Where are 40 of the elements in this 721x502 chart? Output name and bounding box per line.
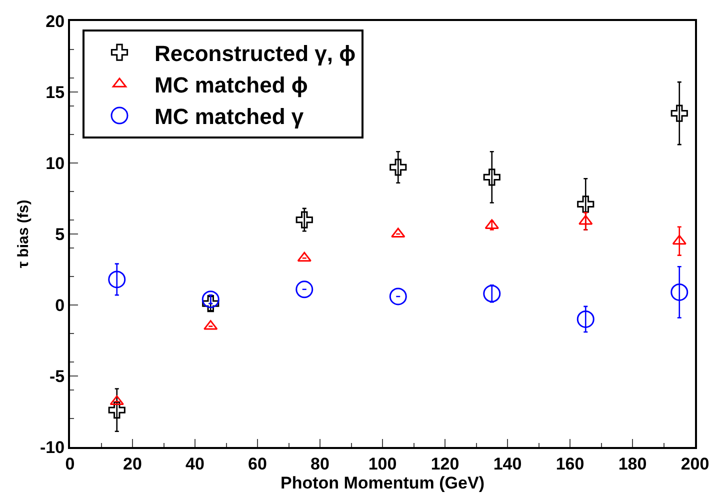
y-tick-label: 10 — [46, 154, 65, 173]
point — [578, 214, 593, 225]
x-tick-label: 20 — [123, 454, 142, 474]
point — [576, 310, 594, 328]
point — [296, 280, 314, 298]
y-tick-label: -5 — [49, 366, 65, 386]
point — [202, 295, 220, 312]
point — [296, 211, 313, 228]
point — [297, 252, 312, 262]
x-tick-label: 100 — [368, 454, 397, 474]
point — [483, 168, 500, 186]
x-tick-label: 180 — [618, 454, 647, 474]
point — [202, 290, 220, 308]
legend-label: MC matched ϕ — [154, 72, 308, 98]
x-tick-label: 160 — [556, 454, 584, 474]
x-tick-label: 200 — [680, 454, 710, 474]
point — [108, 270, 126, 288]
point — [672, 234, 686, 245]
legend-label: Reconstructed γ, ϕ — [154, 40, 356, 66]
y-tick-label: -10 — [40, 438, 65, 457]
y-tick-label: 20 — [46, 12, 65, 31]
y-tick-label: 15 — [46, 82, 65, 102]
x-tick-label: 40 — [186, 454, 204, 474]
x-tick-label: 60 — [248, 454, 267, 474]
legend-label: MC matched γ — [154, 104, 304, 130]
point — [108, 402, 126, 419]
y-tick-label: 5 — [55, 224, 65, 244]
x-tick-label: 80 — [310, 454, 330, 474]
y-tick-label: 0 — [55, 296, 65, 315]
point — [390, 158, 407, 176]
point — [389, 288, 407, 306]
y-axis-title: τ bias (fs) — [14, 200, 32, 268]
point — [483, 284, 501, 302]
x-tick-label: 120 — [430, 454, 460, 474]
point — [670, 104, 688, 122]
x-tick-label: 140 — [493, 454, 522, 474]
point — [670, 283, 688, 301]
x-axis-title: Photon Momentum (GeV) — [280, 473, 484, 492]
point — [577, 196, 594, 213]
point — [110, 395, 124, 406]
